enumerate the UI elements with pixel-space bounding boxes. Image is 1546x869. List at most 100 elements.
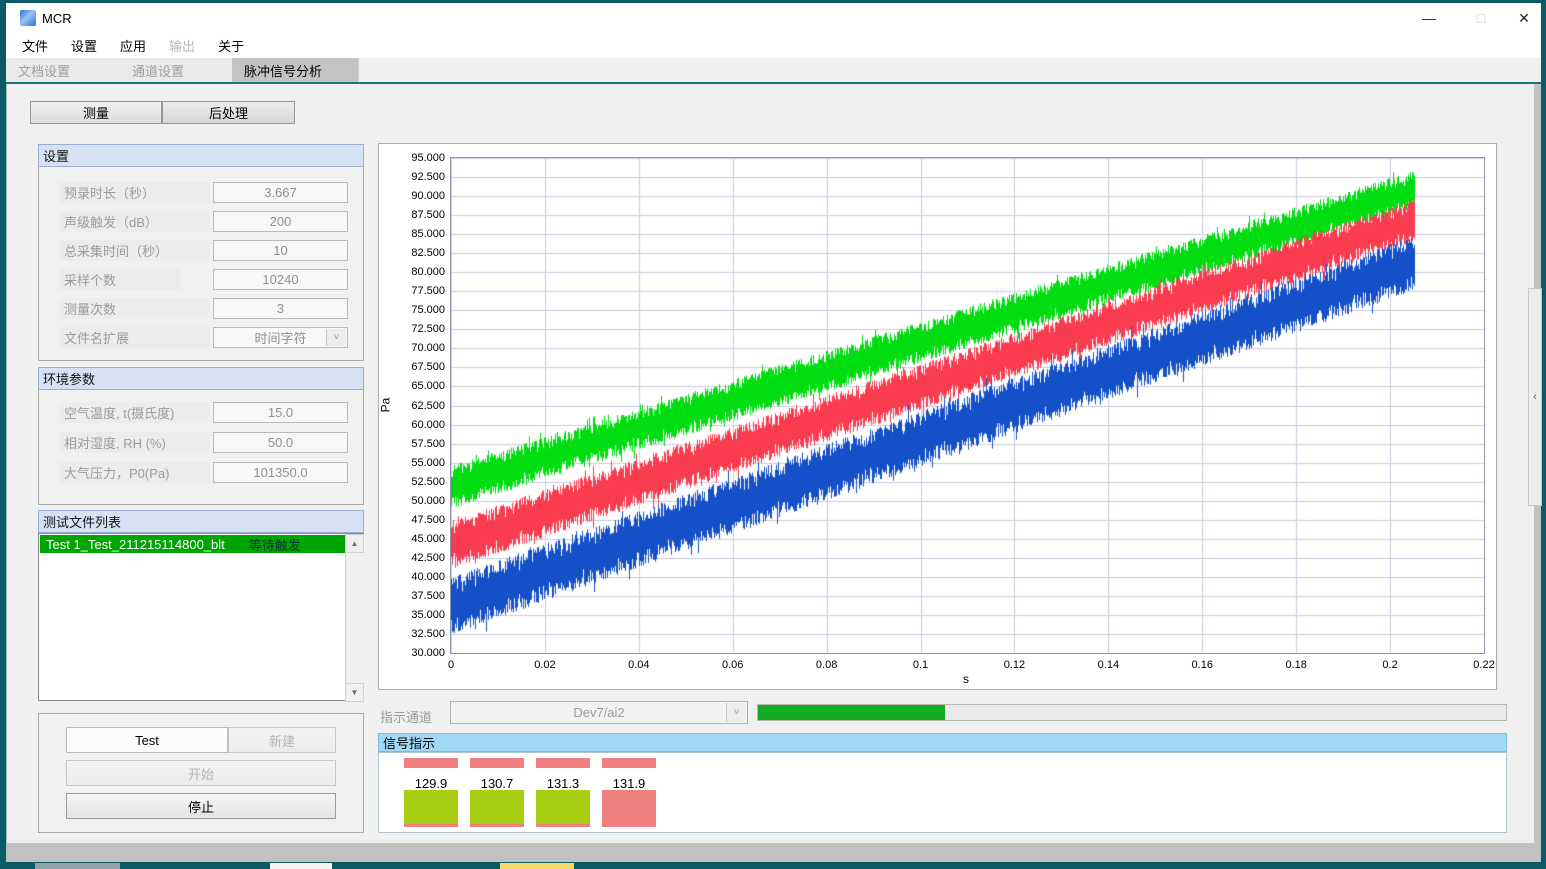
filelist-panel-header: 测试文件列表 — [38, 510, 364, 533]
scroll-up-icon[interactable]: ▲ — [345, 534, 364, 553]
y-tick-label: 67.500 — [411, 361, 445, 374]
close-button[interactable]: ✕ — [1504, 3, 1544, 33]
test-name-field[interactable]: Test — [66, 727, 228, 753]
y-tick-label: 60.000 — [411, 418, 445, 431]
menu-application[interactable]: 应用 — [120, 39, 147, 54]
taskbar-icon[interactable] — [500, 863, 574, 869]
y-tick-label: 55.000 — [411, 456, 445, 469]
menu-bar: 文件 设置 应用 输出 关于 — [6, 33, 1541, 58]
y-tick-label: 32.500 — [411, 627, 445, 640]
x-tick-label: 0.08 — [815, 659, 838, 671]
signal-value: 131.9 — [612, 776, 646, 791]
taskbar-icon[interactable] — [270, 863, 332, 869]
plot-area — [450, 157, 1485, 654]
field-input-atmospheric-pressure[interactable]: 101350.0 — [213, 462, 348, 483]
signal-top-bar — [602, 758, 656, 768]
test-file-listbox[interactable] — [38, 533, 364, 701]
x-tick-label: 0 — [447, 659, 455, 671]
x-tick-label: 0.06 — [722, 659, 744, 671]
y-tick-label: 35.000 — [411, 608, 445, 621]
x-tick-label: 0.04 — [628, 659, 650, 671]
measure-button[interactable]: 测量 — [30, 101, 162, 124]
progress-bar — [757, 704, 1507, 721]
y-tick-label: 45.000 — [411, 532, 445, 545]
stop-button[interactable]: 停止 — [66, 793, 336, 819]
y-tick-label: 57.500 — [411, 437, 445, 450]
minimize-icon: — — [1422, 10, 1436, 26]
window-title: MCR — [42, 11, 72, 26]
y-tick-label: 72.500 — [411, 323, 445, 336]
signal-value: 131.3 — [546, 776, 580, 791]
signal-value: 129.9 — [414, 776, 448, 791]
new-button: 新建 — [228, 727, 336, 753]
signal-level-block — [602, 790, 656, 827]
indicator-channel-dropdown[interactable]: Dev7/ai2 ˅ — [450, 701, 748, 724]
menu-settings[interactable]: 设置 — [71, 39, 98, 54]
field-label-filename-extension: 文件名扩展 — [60, 327, 210, 348]
field-label-atmospheric-pressure: 大气压力，P0(Pa) — [60, 462, 210, 483]
field-label-air-temperature: 空气温度, t(摄氏度) — [60, 402, 210, 423]
field-label-sample-count: 采样个数 — [60, 269, 180, 290]
field-input-air-temperature[interactable]: 15.0 — [213, 402, 348, 423]
signal-plot-canvas — [451, 158, 1484, 653]
chevron-down-icon[interactable]: ˅ — [326, 329, 346, 346]
y-tick-label: 75.000 — [411, 304, 445, 317]
menu-output: 输出 — [169, 39, 196, 54]
y-axis-label: Pa — [378, 397, 393, 413]
chevron-down-icon[interactable]: ˅ — [726, 703, 746, 722]
y-tick-label: 90.000 — [411, 190, 445, 203]
field-dropdown-filename-extension[interactable]: 时间字符 ˅ — [213, 327, 348, 348]
signal-level-block — [404, 790, 458, 827]
tab-pulse-signal-analysis[interactable]: 脉冲信号分析 — [232, 58, 359, 82]
y-tick-label: 37.500 — [411, 589, 445, 602]
y-tick-label: 30.000 — [411, 647, 445, 659]
close-icon: ✕ — [1518, 9, 1530, 26]
maximize-icon: □ — [1476, 10, 1486, 26]
field-input-relative-humidity[interactable]: 50.0 — [213, 432, 348, 453]
field-input-sample-count[interactable]: 10240 — [213, 269, 348, 290]
menu-about[interactable]: 关于 — [218, 39, 245, 54]
x-tick-label: 0.02 — [534, 659, 556, 671]
field-label-level-trigger: 声级触发（dB） — [60, 211, 210, 232]
y-tick-label: 65.000 — [411, 380, 445, 393]
y-tick-label: 92.500 — [411, 171, 445, 184]
start-button: 开始 — [66, 760, 336, 786]
y-tick-label: 70.000 — [411, 342, 445, 355]
signal-level-block — [470, 790, 524, 827]
progress-fill — [758, 705, 945, 720]
y-tick-label: 87.500 — [411, 209, 445, 222]
list-item[interactable]: Test 1_Test_211215114800_blt 等待触发 — [40, 535, 345, 553]
y-tick-label: 40.000 — [411, 570, 445, 583]
tab-channel-settings[interactable]: 通道设置 — [120, 58, 245, 82]
settings-panel-header: 设置 — [38, 144, 364, 167]
field-label-prerecord-duration: 预录时长（秒） — [60, 182, 210, 203]
scroll-down-icon[interactable]: ▼ — [345, 683, 364, 702]
postprocess-button[interactable]: 后处理 — [162, 101, 295, 124]
minimize-button[interactable]: — — [1400, 3, 1458, 33]
channel-value: Dev7/ai2 — [573, 705, 625, 720]
y-tick-label: 95.000 — [411, 152, 445, 164]
file-name: Test 1_Test_211215114800_blt — [46, 536, 225, 552]
filelist-scrollbar[interactable] — [345, 534, 364, 700]
y-tick-label: 50.000 — [411, 494, 445, 507]
taskbar-icon[interactable] — [35, 863, 120, 869]
title-bar — [6, 3, 1541, 33]
x-tick-label: 0.16 — [1191, 659, 1213, 671]
y-tick-label: 47.500 — [411, 513, 445, 526]
y-tick-label: 62.500 — [411, 399, 445, 412]
field-label-relative-humidity: 相对湿度, RH (%) — [60, 432, 210, 453]
field-input-measurement-count[interactable]: 3 — [213, 298, 348, 319]
splitter-handle[interactable]: ‹ — [1528, 288, 1542, 506]
tab-document-settings[interactable]: 文档设置 — [6, 58, 133, 82]
menu-file[interactable]: 文件 — [22, 39, 49, 54]
dropdown-value: 时间字符 — [254, 331, 307, 346]
x-tick-label: 0.18 — [1285, 659, 1307, 671]
tab-strip: 文档设置 通道设置 脉冲信号分析 — [6, 58, 1541, 82]
field-input-total-acquisition-time[interactable]: 10 — [213, 240, 348, 261]
indicator-channel-label: 指示通道 — [380, 710, 433, 725]
field-input-level-trigger[interactable]: 200 — [213, 211, 348, 232]
x-axis-label: s — [963, 672, 969, 686]
maximize-button[interactable]: □ — [1458, 3, 1504, 33]
x-tick-label: 0.2 — [1382, 659, 1398, 671]
field-input-prerecord-duration[interactable]: 3.667 — [213, 182, 348, 203]
